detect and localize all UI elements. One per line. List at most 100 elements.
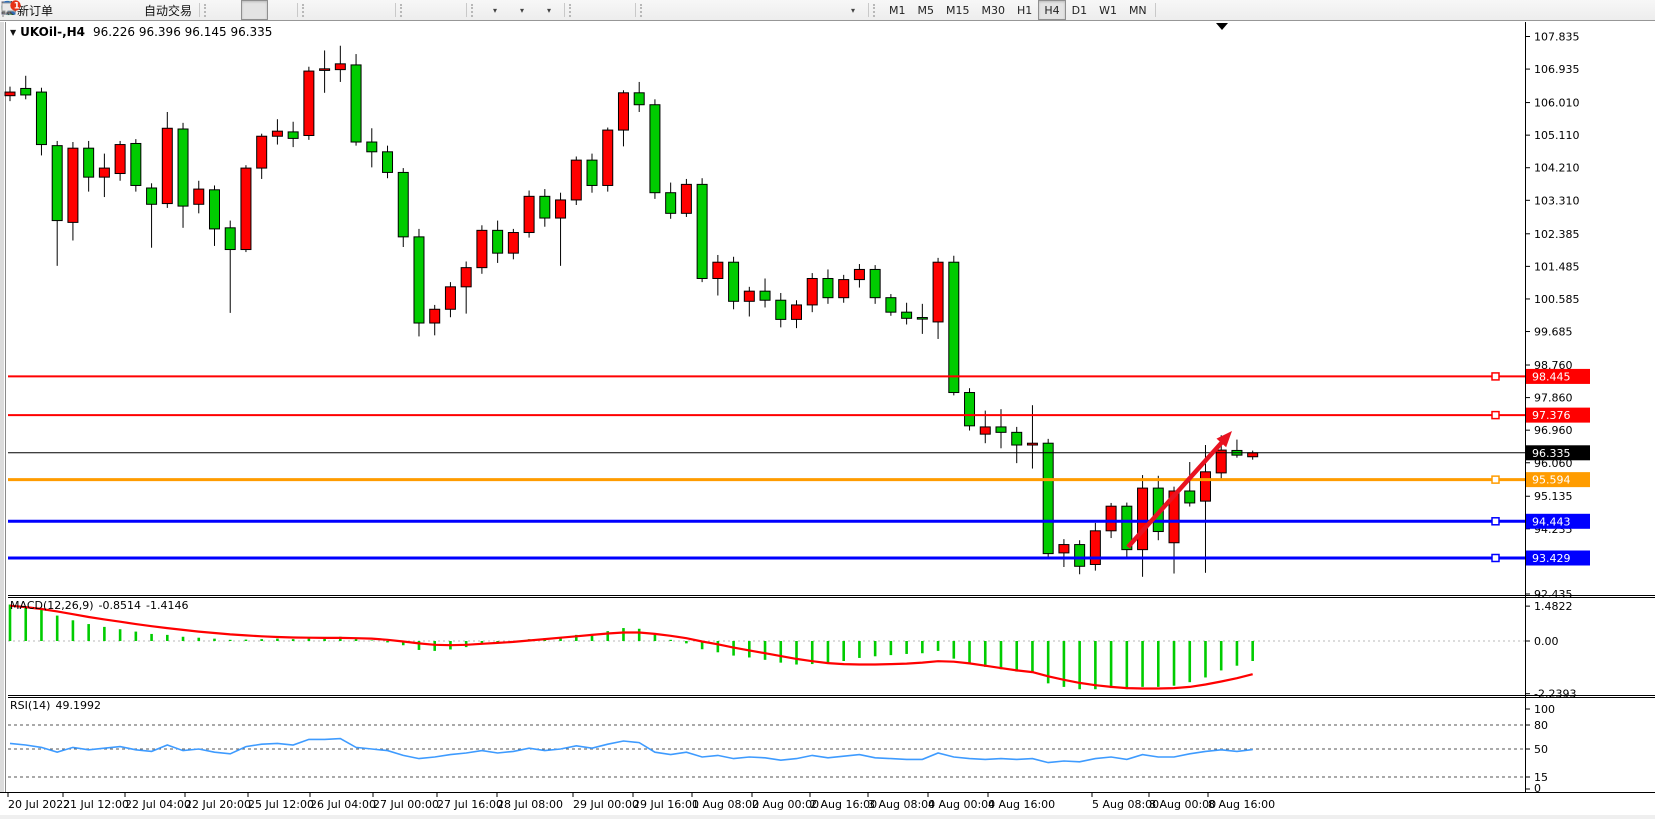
candle bbox=[4, 86, 16, 102]
terminal-icon[interactable] bbox=[1, 0, 112, 20]
symbol-dropdown-icon[interactable]: ▼ bbox=[10, 28, 17, 37]
support-line-orange-price-badge bbox=[1526, 472, 1590, 488]
price-axis-tick: 98.760 bbox=[1534, 359, 1573, 372]
candle bbox=[728, 256, 740, 310]
price-badge-label: 94.443 bbox=[1532, 515, 1571, 528]
timeframe-m30-button[interactable]: M30 bbox=[981, 3, 1006, 17]
horizontal-line-icon[interactable] bbox=[2, 0, 704, 20]
time-axis-label: 27 Jul 00:00 bbox=[373, 798, 439, 811]
timeframe-h1-button[interactable]: H1 bbox=[1017, 3, 1033, 17]
auto-scroll-icon[interactable] bbox=[2, 0, 437, 20]
crosshair-icon[interactable] bbox=[1, 0, 633, 20]
timeframe-mn-button[interactable]: MN bbox=[1128, 3, 1147, 17]
period-icon[interactable]: ▾ bbox=[1, 0, 535, 20]
support-line-blue-2-handle[interactable] bbox=[1491, 553, 1500, 563]
fibonacci-icon[interactable]: F bbox=[2, 0, 785, 20]
price-badge-label: 97.376 bbox=[1532, 409, 1571, 422]
candle bbox=[287, 121, 299, 148]
bar-chart-icon[interactable] bbox=[3, 0, 241, 20]
toolbar-drag-handle[interactable] bbox=[873, 3, 880, 17]
candle bbox=[413, 228, 425, 337]
dropdown-caret-icon[interactable]: ▾ bbox=[547, 5, 552, 15]
autotrade-button-label: 自动交易 bbox=[144, 3, 193, 18]
toolbar-drag-handle[interactable] bbox=[569, 3, 576, 17]
candle bbox=[775, 292, 787, 328]
support-line-blue-2-price-badge bbox=[1526, 550, 1590, 566]
signal-icon[interactable] bbox=[1, 0, 139, 20]
candle bbox=[83, 140, 95, 192]
toolbar-drag-handle[interactable] bbox=[471, 3, 478, 17]
new-chart-icon[interactable]: ▾ bbox=[1, 0, 508, 20]
toolbar-separator bbox=[395, 3, 397, 17]
new-order-button[interactable]: 新订单 bbox=[12, 0, 58, 20]
dropdown-caret-icon[interactable]: ▾ bbox=[520, 5, 525, 15]
rsi-indicator-label: RSI(14) 49.1992 bbox=[10, 699, 106, 712]
candle bbox=[853, 264, 865, 288]
timeframe-m1-button[interactable]: M1 bbox=[889, 3, 906, 17]
candle bbox=[586, 153, 598, 193]
resistance-line-2-handle[interactable] bbox=[1491, 410, 1500, 420]
timeframe-d1-button[interactable]: D1 bbox=[1071, 3, 1088, 17]
price-axis-tick: 107.835 bbox=[1534, 31, 1580, 44]
candle bbox=[161, 111, 173, 208]
time-axis-label: 27 Jul 16:00 bbox=[437, 798, 503, 811]
timeframe-m5-button[interactable]: M5 bbox=[917, 3, 935, 17]
price-badge-label: 98.445 bbox=[1532, 370, 1571, 383]
svg-text:1: 1 bbox=[14, 1, 20, 11]
candle bbox=[177, 122, 189, 228]
cursor-icon[interactable] bbox=[3, 0, 606, 20]
trendline-icon[interactable] bbox=[1, 0, 731, 20]
arrows-icon[interactable]: ▾ bbox=[2, 0, 866, 20]
toolbar-drag-handle[interactable] bbox=[204, 3, 211, 17]
text-icon[interactable]: A bbox=[5, 0, 812, 20]
support-line-blue-1-handle[interactable] bbox=[1491, 517, 1500, 526]
new-order-button-label: 新订单 bbox=[17, 3, 54, 18]
macd-indicator-label: MACD(12,26,9) -0.8514 -1.4146 bbox=[10, 599, 193, 612]
autotrade-button[interactable]: 自动交易 bbox=[1, 0, 197, 20]
candle bbox=[1011, 426, 1023, 464]
chart-shift-icon[interactable] bbox=[2, 0, 464, 20]
timeframe-h4-button[interactable]: H4 bbox=[1038, 0, 1066, 20]
timeframe-w1-button[interactable]: W1 bbox=[1099, 3, 1117, 17]
price-axis-tick: 96.960 bbox=[1534, 424, 1573, 437]
time-axis-label: 5 Aug 08:00 bbox=[1092, 798, 1159, 811]
chart-shift-marker-icon[interactable] bbox=[1216, 23, 1228, 30]
toolbar-drag-handle[interactable] bbox=[302, 3, 309, 17]
dropdown-caret-icon[interactable]: ▾ bbox=[851, 5, 856, 15]
search-button[interactable] bbox=[1, 0, 1622, 20]
vertical-line-icon[interactable] bbox=[7, 0, 677, 20]
candle bbox=[366, 128, 378, 168]
price-badge-label: 93.429 bbox=[1532, 552, 1571, 565]
zoom-out-icon[interactable] bbox=[1, 0, 366, 20]
candle bbox=[539, 189, 551, 227]
chart-title: ▼ UKOil-,H4 96.226 96.396 96.145 96.335 bbox=[10, 25, 272, 39]
resistance-line-2-price-badge bbox=[1526, 407, 1590, 423]
line-chart-icon[interactable] bbox=[1, 0, 295, 20]
candle bbox=[1089, 522, 1101, 571]
support-line-orange-handle[interactable] bbox=[1491, 475, 1500, 484]
toolbar-drag-handle[interactable] bbox=[400, 3, 407, 17]
trend-arrow-head[interactable] bbox=[1216, 431, 1232, 448]
time-axis-label: 22 Jul 04:00 bbox=[125, 798, 191, 811]
price-axis-tick: 104.210 bbox=[1534, 162, 1580, 175]
notifications-button[interactable]: 1 bbox=[1, 0, 1649, 20]
candle bbox=[665, 182, 677, 219]
tile-windows-icon[interactable] bbox=[1, 0, 393, 20]
toolbar-separator bbox=[199, 3, 201, 17]
candle bbox=[743, 286, 755, 317]
toolbar-drag-handle[interactable] bbox=[640, 3, 647, 17]
label-icon[interactable]: T bbox=[1, 0, 839, 20]
resistance-line-1-handle[interactable] bbox=[1491, 372, 1500, 381]
candle bbox=[476, 225, 488, 274]
elliott-wave-icon[interactable]: E bbox=[1, 0, 758, 20]
current-price-line-price-badge bbox=[1526, 445, 1590, 461]
trend-arrow[interactable] bbox=[1126, 436, 1227, 549]
dropdown-caret-icon[interactable]: ▾ bbox=[493, 5, 498, 15]
zoom-in-icon[interactable] bbox=[1, 0, 339, 20]
timeframe-m15-button[interactable]: M15 bbox=[946, 3, 970, 17]
market-watch-icon[interactable] bbox=[2, 0, 85, 20]
template-icon[interactable]: ▾ bbox=[1, 0, 562, 20]
candlestick-icon[interactable] bbox=[2, 0, 269, 20]
